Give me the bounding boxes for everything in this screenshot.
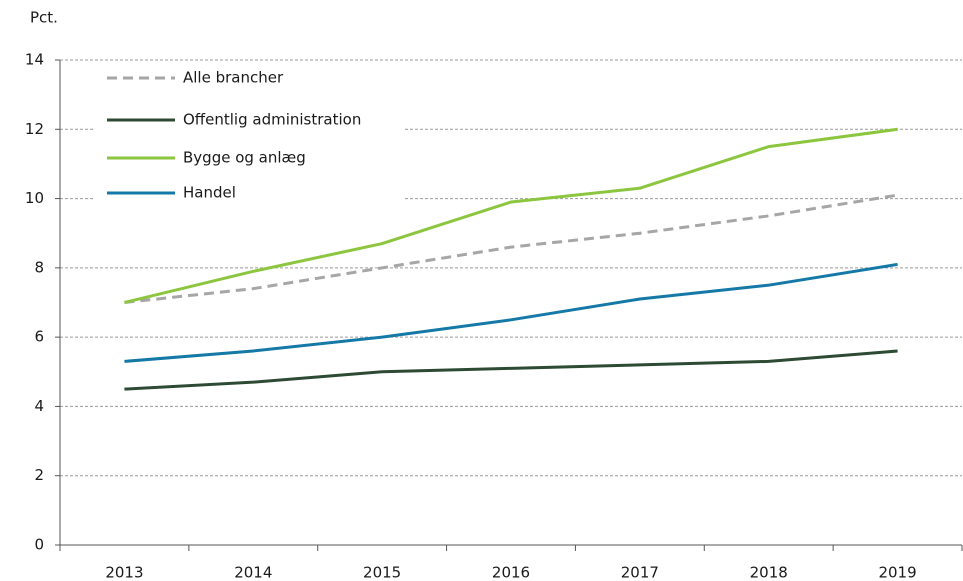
legend-label: Alle brancher: [183, 69, 284, 87]
series-line: [124, 193, 898, 304]
legend-label: Offentlig administration: [183, 111, 361, 129]
x-tick-label: 2014: [234, 564, 272, 581]
x-tick-label: 2018: [750, 564, 788, 581]
y-tick-label: 2: [34, 466, 44, 484]
legend-label: Handel: [183, 184, 236, 202]
y-tick-label: 8: [34, 258, 44, 276]
x-tick-label: 2013: [105, 564, 143, 581]
series-line: [124, 349, 898, 391]
legend-background: [95, 62, 405, 212]
x-tick-label: 2019: [878, 564, 916, 581]
x-tick-label: 2017: [621, 564, 659, 581]
x-tick-label: 2015: [363, 564, 401, 581]
y-tick-label: 14: [25, 51, 44, 69]
y-tick-label: 12: [25, 120, 44, 138]
series-line: [124, 127, 898, 304]
y-tick-label: 4: [34, 397, 44, 415]
series-line: [124, 262, 898, 363]
y-tick-label: 10: [25, 189, 44, 207]
y-tick-label: 0: [34, 536, 44, 554]
y-tick-label: 6: [34, 328, 44, 346]
legend-label: Bygge og anlæg: [183, 149, 306, 167]
x-tick-label: 2016: [492, 564, 530, 581]
y-axis-label: Pct.: [30, 9, 58, 27]
